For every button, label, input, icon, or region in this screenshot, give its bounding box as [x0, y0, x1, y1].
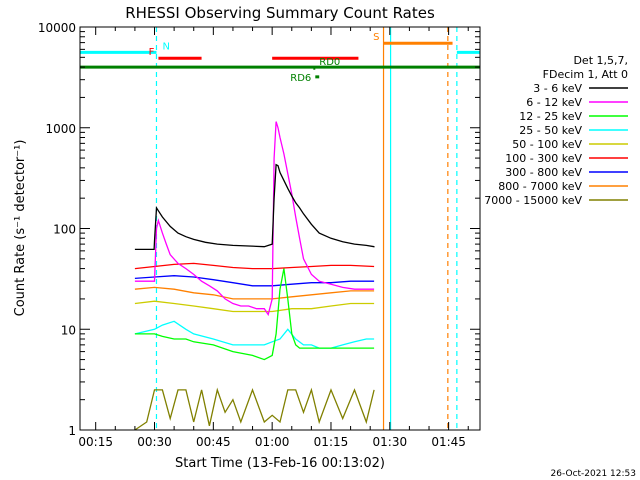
y-axis-label: Count Rate (s⁻¹ detector⁻¹) — [13, 140, 28, 317]
x-tick-label-6: 01:45 — [431, 435, 466, 449]
flag-label-6: RD6 — [290, 73, 311, 84]
x-tick-label-4: 01:15 — [314, 435, 349, 449]
flag-label-3: S — [373, 32, 379, 43]
legend-label-5: 100 - 300 keV — [505, 152, 582, 165]
legend-label-3: 25 - 50 keV — [519, 124, 582, 137]
footer-date: 26-Oct-2021 12:53 — [551, 469, 636, 479]
plot-data: NF S RD0 RD6 — [80, 27, 480, 431]
legend-label-8: 7000 - 15000 keV — [484, 194, 582, 207]
legend-label-2: 12 - 25 keV — [519, 110, 582, 123]
legend-header-1: FDecim 1, Att 0 — [543, 68, 628, 81]
series-line-6 — [134, 275, 375, 287]
x-tick-label-2: 00:45 — [196, 435, 231, 449]
x-axis-label: Start Time (13-Feb-16 00:13:02) — [175, 456, 385, 471]
y-tick-label-3: 1000 — [45, 122, 76, 136]
series-line-8 — [134, 387, 375, 431]
legend-label-4: 50 - 100 keV — [512, 138, 582, 151]
series-line-1 — [134, 121, 375, 317]
flag-label-0: N — [162, 41, 169, 52]
series-line-5 — [134, 262, 375, 270]
series-line-3 — [134, 320, 375, 349]
chart-title: RHESSI Observing Summary Count Rates — [125, 4, 435, 22]
legend-label-1: 6 - 12 keV — [526, 96, 582, 109]
legend-label-6: 300 - 800 keV — [505, 166, 582, 179]
y-tick-label-2: 100 — [53, 223, 76, 237]
legend-label-0: 3 - 6 keV — [533, 82, 582, 95]
y-tick-label-0: 1 — [68, 424, 76, 438]
series-line-2 — [134, 268, 375, 361]
plot-frame — [79, 26, 481, 431]
x-tick-label-5: 01:30 — [373, 435, 408, 449]
series-line-7 — [134, 286, 375, 300]
flag-label-5: RD0 — [319, 57, 340, 68]
x-tick-label-1: 00:30 — [137, 435, 172, 449]
y-tick-label-4: 10000 — [38, 21, 76, 35]
x-tick-label-0: 00:15 — [78, 435, 113, 449]
series-line-0 — [134, 163, 375, 251]
x-tick-label-3: 01:00 — [255, 435, 290, 449]
flag-label-1: F — [149, 47, 155, 58]
legend-header-0: Det 1,5,7, — [573, 54, 628, 67]
axes: 00:15 00:30 00:45 01:00 01:15 01:30 01:45 1 10 10… — [38, 21, 480, 449]
y-tick-label-1: 10 — [61, 323, 76, 337]
series-line-4 — [134, 300, 375, 313]
legend-label-7: 800 - 7000 keV — [498, 180, 582, 193]
